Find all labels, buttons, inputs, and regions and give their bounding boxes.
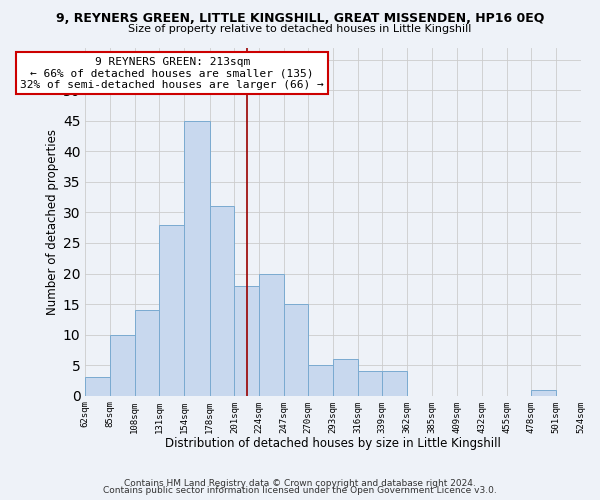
- Bar: [531, 390, 556, 396]
- Bar: [184, 121, 209, 396]
- Bar: [259, 274, 284, 396]
- Text: Contains public sector information licensed under the Open Government Licence v3: Contains public sector information licen…: [103, 486, 497, 495]
- Bar: [358, 372, 382, 396]
- Y-axis label: Number of detached properties: Number of detached properties: [46, 128, 59, 314]
- Bar: [235, 286, 259, 396]
- Bar: [382, 372, 407, 396]
- Text: Size of property relative to detached houses in Little Kingshill: Size of property relative to detached ho…: [128, 24, 472, 34]
- Bar: [308, 365, 333, 396]
- Bar: [110, 334, 134, 396]
- Text: Contains HM Land Registry data © Crown copyright and database right 2024.: Contains HM Land Registry data © Crown c…: [124, 478, 476, 488]
- Bar: [85, 378, 110, 396]
- X-axis label: Distribution of detached houses by size in Little Kingshill: Distribution of detached houses by size …: [165, 437, 501, 450]
- Bar: [333, 359, 358, 396]
- Bar: [134, 310, 160, 396]
- Bar: [284, 304, 308, 396]
- Bar: [160, 224, 184, 396]
- Text: 9, REYNERS GREEN, LITTLE KINGSHILL, GREAT MISSENDEN, HP16 0EQ: 9, REYNERS GREEN, LITTLE KINGSHILL, GREA…: [56, 12, 544, 26]
- Bar: [209, 206, 235, 396]
- Text: 9 REYNERS GREEN: 213sqm
← 66% of detached houses are smaller (135)
32% of semi-d: 9 REYNERS GREEN: 213sqm ← 66% of detache…: [20, 56, 324, 90]
